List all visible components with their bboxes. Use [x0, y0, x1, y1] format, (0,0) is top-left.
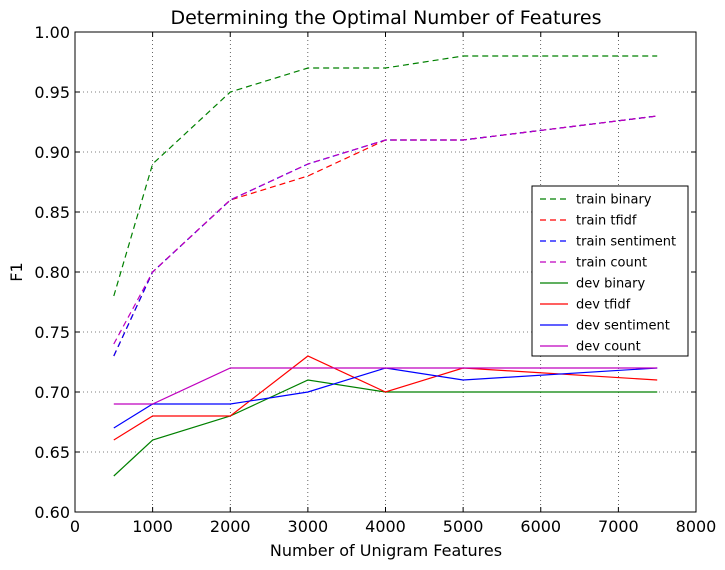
y-tick-label: 1.00 [34, 23, 70, 42]
x-tick-label: 0 [70, 517, 80, 536]
legend-box [531, 185, 689, 357]
legend-label: dev count [576, 340, 641, 355]
y-tick-label: 0.95 [34, 83, 70, 102]
legend-label: dev tfidf [576, 298, 631, 313]
x-tick-label: 2000 [210, 517, 251, 536]
axis-ticks: 0 1000 2000 3000 4000 5000 6000 7000 8000 0.60 0.6… [34, 23, 716, 536]
x-tick-label: 7000 [598, 517, 639, 536]
legend-label: train binary [576, 193, 652, 208]
x-tick-label: 1000 [132, 517, 173, 536]
x-axis-label: Number of Unigram Features [270, 541, 502, 560]
y-tick-label: 0.60 [34, 503, 70, 522]
x-tick-label: 8000 [676, 517, 717, 536]
series-line-train-count [113, 115, 658, 345]
x-tick-label: 6000 [520, 517, 561, 536]
y-tick-label: 0.70 [34, 383, 70, 402]
legend: train binary train tfidf train sentiment tr… [531, 185, 689, 357]
y-tick-label: 0.90 [34, 143, 70, 162]
y-tick-label: 0.85 [34, 203, 70, 222]
series-line-train-binary [113, 55, 658, 297]
legend-label: dev binary [576, 277, 645, 292]
series-lines [113, 55, 658, 477]
y-tick-label: 0.80 [34, 263, 70, 282]
series-line-dev-binary [113, 379, 658, 477]
x-tick-label: 5000 [443, 517, 484, 536]
x-tick-label: 3000 [288, 517, 329, 536]
x-tick-label: 4000 [365, 517, 406, 536]
series-line-dev-count [113, 367, 658, 405]
chart-title: Determining the Optimal Number of Featur… [170, 7, 601, 29]
legend-label: train sentiment [576, 235, 676, 250]
y-tick-label: 0.65 [34, 443, 70, 462]
legend-label: train tfidf [576, 214, 637, 229]
y-axis-label: F1 [7, 262, 26, 281]
legend-label: dev sentiment [576, 319, 670, 334]
y-tick-label: 0.75 [34, 323, 70, 342]
legend-label: train count [576, 256, 647, 271]
